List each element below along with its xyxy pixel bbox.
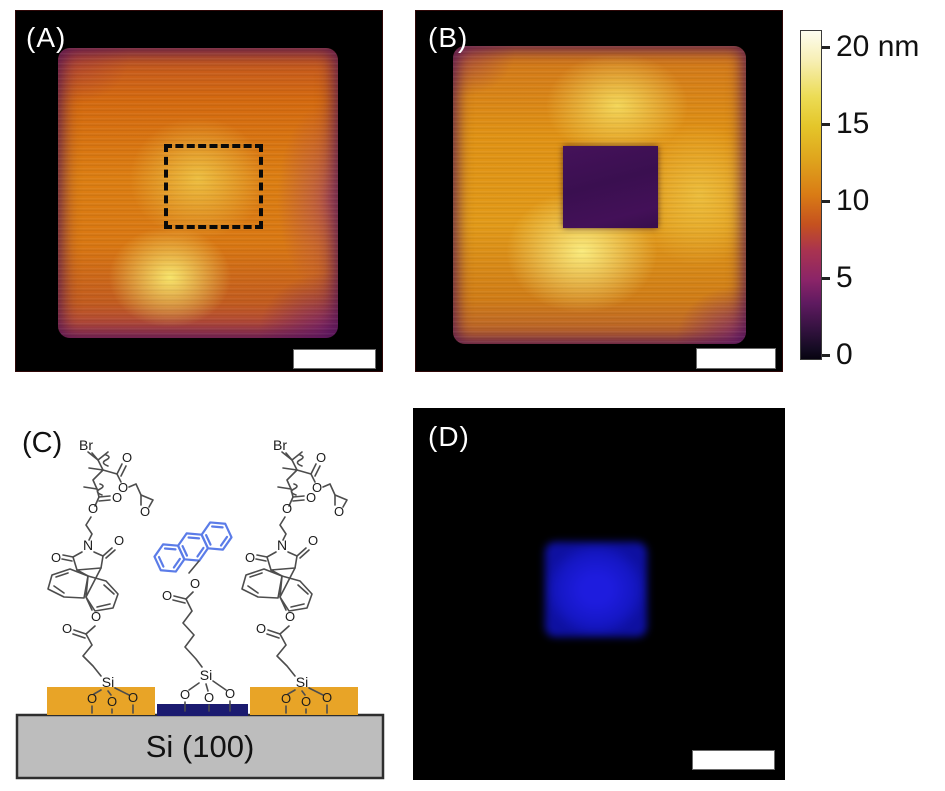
colorbar-tick-label: 5 [836, 261, 853, 294]
panel-c-label: (C) [22, 427, 62, 459]
patterned-block-center [157, 704, 248, 716]
colorbar-tick [822, 123, 830, 126]
colorbar-tick-label: 20 nm [836, 30, 920, 63]
scale-bar [692, 750, 775, 770]
colorbar-tick-label: 15 [836, 107, 870, 140]
fluorescent-square [545, 542, 647, 637]
panel-d-label: (D) [428, 421, 470, 452]
scale-bar [293, 349, 376, 369]
colorbar-tick [822, 46, 830, 49]
substrate-label: Si (100) [146, 729, 255, 764]
colorbar-tick [822, 277, 830, 280]
colorbar-tick-label: 10 [836, 184, 870, 217]
colorbar-tick [822, 354, 830, 357]
atom-label-si: Si [200, 667, 212, 683]
right-polymer-molecule [241, 436, 348, 714]
colorbar-tick [822, 200, 830, 203]
atom-label-o: O [180, 687, 190, 702]
panel-a-label: (A) [26, 22, 67, 53]
schematic-svg: Br O O O [15, 427, 385, 780]
monolayer-block-left [47, 687, 155, 715]
silicon-substrate [15, 713, 385, 780]
panel-b-afm-image: (B) [415, 10, 783, 372]
colorbar-gradient [800, 30, 822, 360]
left-polymer-molecule [47, 436, 154, 714]
atom-label-o: O [225, 686, 235, 701]
atom-label-o: O [162, 588, 172, 603]
anthracene-tether: O O Si O O O [162, 560, 235, 712]
colorbar-tick-label: 0 [836, 338, 853, 371]
atom-label-o: O [190, 576, 200, 591]
panel-c-schematic: Br O O O [0, 400, 400, 791]
atom-label-o: O [204, 690, 214, 705]
scale-bar [696, 348, 776, 369]
afm-terrace-b [453, 46, 746, 344]
panel-a-afm-image: (A) [15, 10, 383, 372]
panel-b-label: (B) [428, 22, 469, 53]
afm-terrace-a [58, 48, 338, 338]
etched-region [563, 146, 658, 228]
height-colorbar: 20 nm 15 10 5 0 [800, 30, 945, 371]
roi-dashed-outline [164, 144, 263, 229]
panel-d-fluorescence-image: (D) [413, 408, 785, 780]
